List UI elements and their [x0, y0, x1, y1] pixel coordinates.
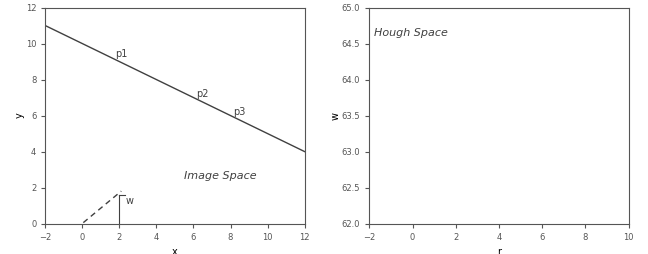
Text: Image Space: Image Space — [184, 170, 257, 181]
Text: p2: p2 — [196, 89, 209, 99]
X-axis label: x: x — [172, 247, 178, 254]
X-axis label: r: r — [497, 247, 501, 254]
Y-axis label: y: y — [14, 113, 25, 118]
Y-axis label: w: w — [330, 112, 340, 120]
Text: Hough Space: Hough Space — [374, 28, 448, 38]
Text: p1: p1 — [115, 49, 127, 59]
Text: w: w — [126, 196, 134, 206]
Text: p3: p3 — [233, 107, 246, 117]
